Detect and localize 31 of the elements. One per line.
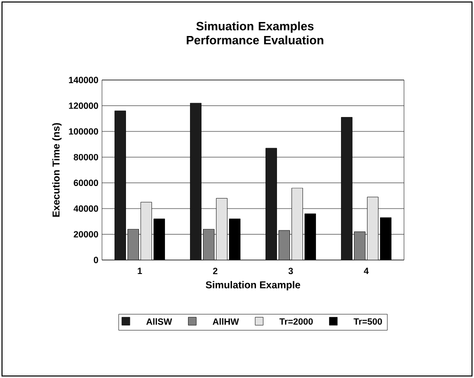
bar [341, 117, 352, 260]
y-tick-label: 60000 [74, 180, 98, 186]
bar [216, 198, 228, 260]
bar [203, 228, 214, 260]
bar [292, 188, 303, 260]
bar [266, 148, 277, 260]
bar [367, 196, 378, 260]
legend-label: AllSW [146, 318, 172, 325]
y-axis-title: Execution Time (ns) [52, 123, 62, 217]
bar [140, 202, 152, 260]
bar [354, 232, 366, 260]
legend-label: AllHW [212, 318, 239, 325]
y-tick-label: 140000 [69, 76, 98, 84]
x-tick-label: 2 [213, 268, 218, 274]
y-tick-label: 80000 [74, 154, 98, 160]
legend-label: Tr=500 [354, 318, 382, 325]
chart-title: Simuation Examples Performance Evaluation [186, 22, 324, 44]
x-tick-label: 3 [288, 268, 293, 274]
y-tick-label: 100000 [69, 128, 98, 135]
bar [128, 228, 139, 260]
bar [190, 102, 202, 260]
bar [114, 110, 126, 260]
x-tick-label: 1 [138, 268, 142, 274]
y-tick-label: 20000 [74, 231, 98, 238]
y-tick-label: 40000 [74, 205, 98, 212]
y-tick-label: 120000 [69, 102, 98, 109]
bar [278, 230, 290, 260]
x-tick-label: 4 [364, 268, 369, 274]
x-axis-title: Simulation Example [206, 281, 300, 290]
legend-label: Tr=2000 [279, 318, 313, 325]
y-tick-label: 0 [94, 256, 98, 264]
